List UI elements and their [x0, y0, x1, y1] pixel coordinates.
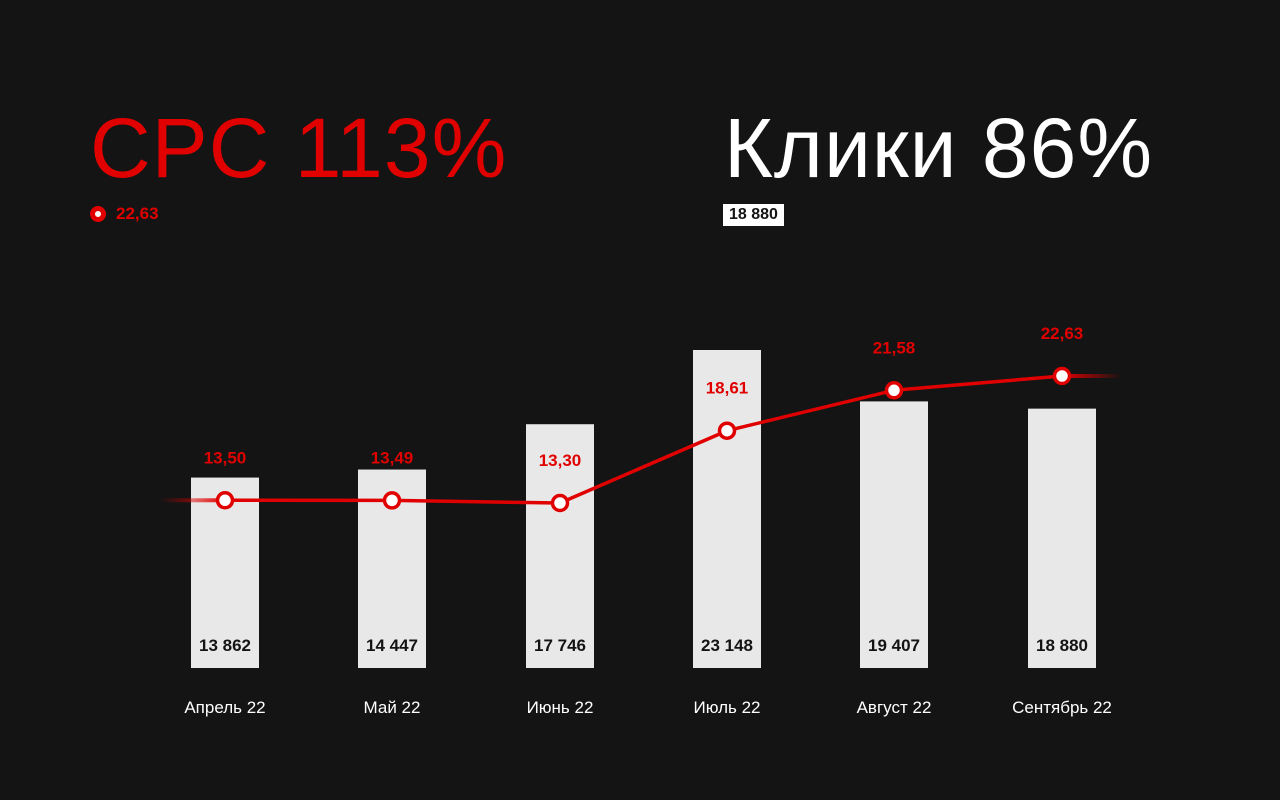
bar-value-label: 18 880: [1036, 636, 1088, 655]
x-tick-label: Сентябрь 22: [1012, 698, 1112, 717]
line-fade-right: [1062, 374, 1122, 378]
cpc-value-label: 13,30: [539, 451, 582, 470]
cpc-percent: 113%: [294, 101, 508, 195]
bar-value-label: 19 407: [868, 636, 920, 655]
bar-value-label: 13 862: [199, 636, 251, 655]
cpc-legend: 22,63: [90, 204, 159, 224]
cpc-point: [382, 491, 402, 510]
cpc-point: [1052, 366, 1072, 386]
cpc-point: [717, 421, 737, 440]
x-tick-label: Апрель 22: [184, 698, 265, 717]
cpc-title: CPC: [90, 101, 271, 195]
bar-2: [526, 424, 594, 668]
cpc-value-label: 13,50: [204, 448, 247, 467]
cpc-value-label: 22,63: [1041, 324, 1084, 343]
cpc-line: [224, 374, 1063, 505]
line-fade-left: [160, 498, 225, 503]
clicks-current-value: 18 880: [723, 204, 784, 226]
x-tick-label: Август 22: [857, 698, 932, 717]
bar-3: [693, 350, 761, 668]
cpc-headline: CPC 113%: [90, 98, 507, 198]
clicks-title: Клики: [724, 101, 958, 195]
bar-5: [1028, 408, 1096, 668]
x-tick-label: Июнь 22: [527, 698, 594, 717]
bar-value-label: 14 447: [366, 636, 418, 655]
cpc-value-label: 18,61: [706, 379, 749, 398]
x-tick-label: Май 22: [364, 698, 421, 717]
clicks-headline: Клики 86%: [724, 98, 1153, 198]
bar-value-label: 23 148: [701, 636, 753, 655]
x-tick-label: Июль 22: [693, 698, 760, 717]
cpc-point: [884, 381, 904, 400]
cpc-point: [215, 491, 235, 510]
cpc-value-label: 13,49: [371, 448, 414, 467]
cpc-value-label: 21,58: [873, 338, 916, 357]
cpc-marker-icon: [90, 206, 106, 222]
bar-4: [860, 401, 928, 668]
cpc-current-value: 22,63: [116, 204, 159, 223]
bar-value-label: 17 746: [534, 636, 586, 655]
cpc-point: [550, 493, 570, 513]
clicks-percent: 86%: [981, 101, 1154, 195]
